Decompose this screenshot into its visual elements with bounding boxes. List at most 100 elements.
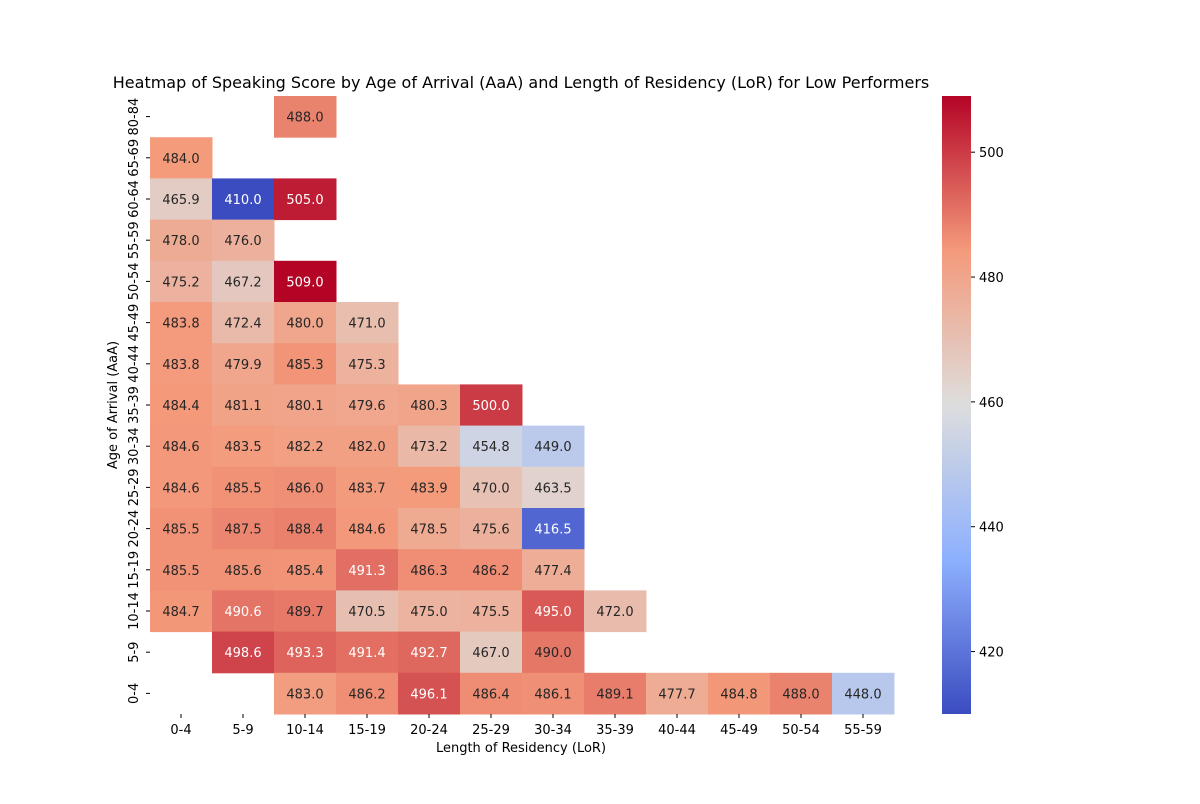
heatmap-cell [150, 219, 213, 262]
cell-value-label: 483.8 [162, 317, 199, 332]
cell-value-label: 477.4 [534, 564, 571, 579]
heatmap-cell [336, 508, 399, 550]
cell-value-label: 479.9 [224, 358, 261, 373]
y-tick-label: 35-39 [127, 386, 142, 424]
cell-value-label: 488.0 [782, 687, 819, 702]
heatmap-cell [212, 631, 275, 674]
cell-value-label: 470.0 [472, 481, 509, 496]
heatmap-cell [212, 260, 275, 303]
cell-value-label: 486.1 [534, 687, 571, 702]
heatmap-cell [274, 96, 337, 138]
cell-value-label: 491.3 [348, 564, 385, 579]
heatmap-cell [336, 590, 399, 633]
y-tick-label: 0-4 [127, 683, 142, 704]
heatmap-cell [212, 302, 275, 344]
heatmap-cell [274, 508, 337, 550]
heatmap-cell [460, 631, 523, 674]
chart-title: Heatmap of Speaking Score by Age of Arri… [113, 73, 929, 92]
heatmap-cell [274, 302, 337, 344]
cell-value-label: 484.4 [162, 399, 199, 414]
heatmap-cell [398, 384, 461, 427]
cell-value-label: 486.3 [410, 564, 447, 579]
heatmap-cell [398, 590, 461, 633]
heatmap-cell [460, 466, 523, 509]
heatmap-cell [274, 672, 337, 715]
heatmap-cell [398, 508, 461, 550]
colorbar-tick-label: 460 [979, 396, 1004, 411]
cell-value-label: 467.0 [472, 646, 509, 661]
cell-value-label: 463.5 [534, 481, 571, 496]
y-tick-label: 50-54 [127, 263, 142, 301]
heatmap-cell [150, 178, 213, 221]
heatmap-cell [150, 343, 213, 385]
cell-value-label: 490.6 [224, 605, 261, 620]
cell-value-label: 486.2 [348, 687, 385, 702]
cell-value-label: 485.5 [224, 481, 261, 496]
heatmap-cell [150, 384, 213, 427]
cell-value-label: 483.7 [348, 481, 385, 496]
x-tick-label: 40-44 [658, 723, 696, 738]
cell-value-label: 475.3 [348, 358, 385, 373]
heatmap-cell [336, 631, 399, 674]
heatmap-cell [832, 672, 895, 715]
heatmap-cell [212, 466, 275, 509]
heatmap-cell [274, 260, 337, 303]
y-tick-label: 40-44 [127, 345, 142, 383]
cell-value-label: 484.6 [162, 440, 199, 455]
cell-value-label: 496.1 [410, 687, 447, 702]
heatmap-cells: 488.0 484.0 465.9 410.0 505.0 478.0 476.0 475.2… [150, 96, 895, 715]
heatmap-cell [398, 631, 461, 674]
y-axis: 80-84 65-69 60-64 55-59 50-54 45-49 40-44 35-39… [127, 98, 150, 704]
cell-value-label: 484.0 [162, 152, 199, 167]
cell-value-label: 493.3 [286, 646, 323, 661]
cell-value-label: 500.0 [472, 399, 509, 414]
cell-value-label: 478.5 [410, 523, 447, 538]
y-tick-label: 30-34 [127, 427, 142, 465]
cell-value-label: 490.0 [534, 646, 571, 661]
cell-value-label: 448.0 [844, 687, 881, 702]
heatmap-cell [336, 425, 399, 468]
cell-value-label: 489.1 [596, 687, 633, 702]
cell-value-label: 482.2 [286, 440, 323, 455]
heatmap-cell [336, 672, 399, 715]
cell-value-label: 479.6 [348, 399, 385, 414]
heatmap-cell [708, 672, 771, 715]
heatmap-cell [584, 672, 647, 715]
cell-value-label: 475.5 [472, 605, 509, 620]
heatmap-cell [212, 508, 275, 550]
heatmap-cell [460, 384, 523, 427]
y-tick-label: 15-19 [127, 551, 142, 589]
y-tick-label: 60-64 [127, 180, 142, 218]
colorbar-gradient [942, 96, 971, 714]
heatmap-cell [274, 549, 337, 591]
cell-value-label: 488.4 [286, 523, 323, 538]
heatmap-cell [522, 672, 585, 715]
colorbar-tick-label: 440 [979, 521, 1004, 536]
heatmap-cell [274, 466, 337, 509]
cell-value-label: 467.2 [224, 275, 261, 290]
cell-value-label: 485.4 [286, 564, 323, 579]
heatmap-cell [274, 178, 337, 221]
x-tick-label: 30-34 [534, 723, 572, 738]
cell-value-label: 484.6 [162, 481, 199, 496]
heatmap-cell [150, 260, 213, 303]
cell-value-label: 484.6 [348, 523, 385, 538]
heatmap-cell [212, 590, 275, 633]
cell-value-label: 472.4 [224, 317, 261, 332]
heatmap-cell [336, 466, 399, 509]
heatmap-cell [460, 425, 523, 468]
heatmap-cell [336, 384, 399, 427]
heatmap-cell [522, 549, 585, 591]
cell-value-label: 473.2 [410, 440, 447, 455]
y-tick-label: 55-59 [127, 221, 142, 259]
cell-value-label: 481.1 [224, 399, 261, 414]
cell-value-label: 480.3 [410, 399, 447, 414]
cell-value-label: 475.6 [472, 523, 509, 538]
heatmap-cell [460, 590, 523, 633]
cell-value-label: 485.5 [162, 523, 199, 538]
heatmap-cell [522, 590, 585, 633]
cell-value-label: 484.8 [720, 687, 757, 702]
heatmap-cell [522, 631, 585, 674]
cell-value-label: 509.0 [286, 275, 323, 290]
